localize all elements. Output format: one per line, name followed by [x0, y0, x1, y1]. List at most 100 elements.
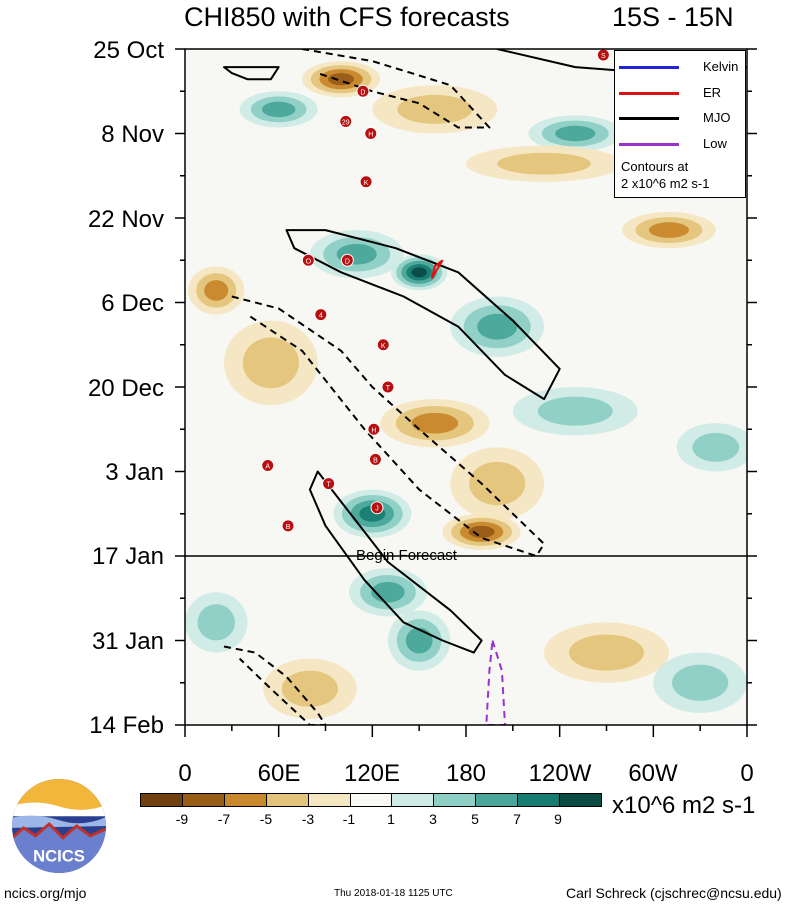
x-tick-label: 120E	[343, 760, 401, 787]
storm-marker-dot	[314, 308, 328, 322]
y-tick-label: 3 Jan	[105, 459, 164, 486]
colorbar-bin	[224, 794, 267, 806]
anomaly-blob	[204, 280, 229, 301]
ncics-logo[interactable]: NCICS	[10, 777, 108, 875]
storm-marker-label: D	[360, 89, 365, 96]
y-tick-label: 17 Jan	[91, 543, 164, 570]
colorbar-label: 7	[513, 811, 521, 827]
anomaly-blob	[397, 94, 473, 124]
anomaly-blob	[468, 525, 495, 538]
colorbar-label: -3	[301, 811, 315, 827]
storm-marker: T	[381, 380, 395, 394]
anomaly-blob	[405, 627, 433, 654]
anomaly-blob	[497, 152, 591, 175]
colorbar-units: x10^6 m2 s-1	[612, 792, 756, 819]
storm-marker-dot	[368, 452, 382, 466]
legend-line-er	[619, 92, 679, 95]
storm-marker: J	[370, 501, 384, 515]
begin-forecast-label: Begin Forecast	[356, 547, 457, 564]
anomaly-blob	[569, 634, 644, 671]
mjo-contour	[231, 295, 546, 557]
legend-item-kelvin: Kelvin	[619, 59, 743, 79]
footer-timestamp: Thu 2018-01-18 1125 UTC	[334, 888, 453, 899]
colorbar	[140, 793, 602, 807]
legend-line-mjo	[619, 117, 679, 120]
colorbar-label: -7	[217, 811, 231, 827]
colorbar-bin	[560, 794, 601, 806]
storm-marker: S	[596, 49, 610, 62]
storm-marker-dot	[364, 127, 378, 140]
y-tick-label: 6 Dec	[101, 290, 164, 317]
y-tick-label: 14 Feb	[89, 712, 164, 739]
storm-marker-dot	[356, 84, 370, 98]
legend-item-mjo: MJO	[619, 110, 743, 130]
colorbar-bin	[182, 794, 225, 806]
low-contour	[485, 640, 507, 725]
x-tick-label: 60W	[628, 760, 678, 787]
storm-marker-label: T	[326, 482, 331, 489]
legend-label: Kelvin	[703, 59, 739, 74]
y-tick-label: 25 Oct	[93, 37, 164, 64]
storm-marker-label: D	[345, 258, 350, 265]
legend-label: MJO	[703, 110, 731, 125]
legend: Kelvin ER MJO Low Contours at 2 x10^6 m2…	[614, 50, 746, 198]
anomaly-blob	[469, 461, 526, 506]
anomaly-blob	[328, 73, 355, 86]
storm-marker-label: S	[601, 53, 606, 60]
legend-item-er: ER	[619, 85, 743, 105]
colorbar-label: 9	[554, 811, 562, 827]
storm-marker: B	[368, 452, 382, 466]
x-tick-label: 0	[740, 760, 754, 787]
er-contour	[430, 259, 444, 279]
storm-marker-dot	[370, 501, 384, 515]
anomaly-blob	[411, 412, 459, 434]
storm-marker: T	[322, 477, 336, 491]
anomaly-blob	[648, 222, 690, 238]
legend-item-low: Low	[619, 136, 743, 156]
storm-marker-label: 4	[319, 313, 323, 320]
anomaly-blob	[477, 313, 518, 340]
mjo-contour	[223, 645, 327, 725]
anomaly-blob	[261, 101, 296, 118]
y-tick-label: 8 Nov	[101, 121, 164, 148]
storm-marker-label: T	[386, 385, 391, 392]
mjo-contour	[285, 229, 561, 401]
colorbar-bin	[308, 794, 351, 806]
storm-marker-label: J	[375, 506, 379, 513]
colorbar-label: 5	[471, 811, 479, 827]
legend-line-low	[619, 143, 679, 146]
legend-label: Low	[703, 136, 727, 151]
chart-region: 15S - 15N	[612, 2, 734, 32]
colorbar-label: -1	[342, 811, 356, 827]
storm-marker-label: B	[286, 524, 291, 531]
colorbar-bin	[141, 794, 183, 806]
storm-marker: 29	[339, 114, 353, 128]
mjo-contour	[223, 66, 280, 81]
storm-marker: B	[281, 519, 295, 533]
storm-marker-dot	[367, 422, 381, 436]
storm-marker-dot	[339, 114, 353, 128]
storm-marker-label: A	[265, 463, 270, 470]
x-tick-label: 60E	[257, 760, 301, 787]
storm-marker-label: K	[364, 180, 369, 187]
storm-marker-dot	[301, 253, 315, 267]
anomaly-blob	[281, 670, 338, 707]
anomaly-blob	[672, 664, 729, 701]
anomaly-field: S D 29 H K O D 4 K T H B A T J B	[185, 49, 747, 725]
storm-marker-label: B	[373, 457, 378, 464]
colorbar-bin	[476, 794, 519, 806]
storm-marker-dot	[381, 380, 395, 394]
x-tick-label: 0	[178, 760, 192, 787]
storm-marker-dot	[261, 458, 275, 472]
storm-marker: K	[359, 175, 373, 189]
storm-marker-label: K	[381, 343, 386, 350]
colorbar-bin	[518, 794, 561, 806]
storm-marker-dot	[376, 338, 390, 352]
mjo-contour	[308, 470, 483, 654]
anomaly-blob	[555, 125, 596, 142]
anomaly-blob	[692, 432, 740, 462]
storm-marker: A	[261, 458, 275, 472]
footer-site-link[interactable]: ncics.org/mjo	[4, 885, 87, 901]
storm-marker: O	[301, 253, 315, 267]
y-tick-label: 31 Jan	[91, 628, 164, 655]
